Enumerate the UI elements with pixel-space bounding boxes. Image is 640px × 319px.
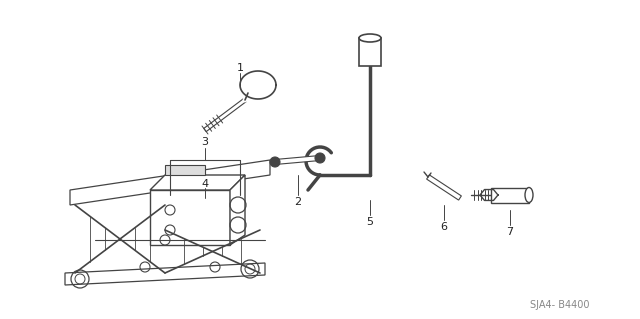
Text: 3: 3 [202,137,209,147]
Polygon shape [230,175,245,245]
Bar [491,188,529,203]
Polygon shape [65,263,265,285]
Polygon shape [204,98,246,132]
Polygon shape [150,190,230,245]
Polygon shape [427,175,461,200]
Polygon shape [275,155,320,165]
Text: 1: 1 [237,63,243,73]
Text: 4: 4 [202,179,209,189]
Circle shape [315,153,325,163]
Text: 5: 5 [367,217,374,227]
Text: SJA4- B4400: SJA4- B4400 [531,300,589,310]
Ellipse shape [525,188,533,203]
Polygon shape [150,175,245,190]
Text: 7: 7 [506,227,513,237]
Circle shape [270,157,280,167]
Polygon shape [165,165,205,175]
Bar [359,38,381,66]
Text: 2: 2 [294,197,301,207]
Ellipse shape [359,34,381,42]
Polygon shape [70,160,270,205]
Text: 6: 6 [440,222,447,232]
